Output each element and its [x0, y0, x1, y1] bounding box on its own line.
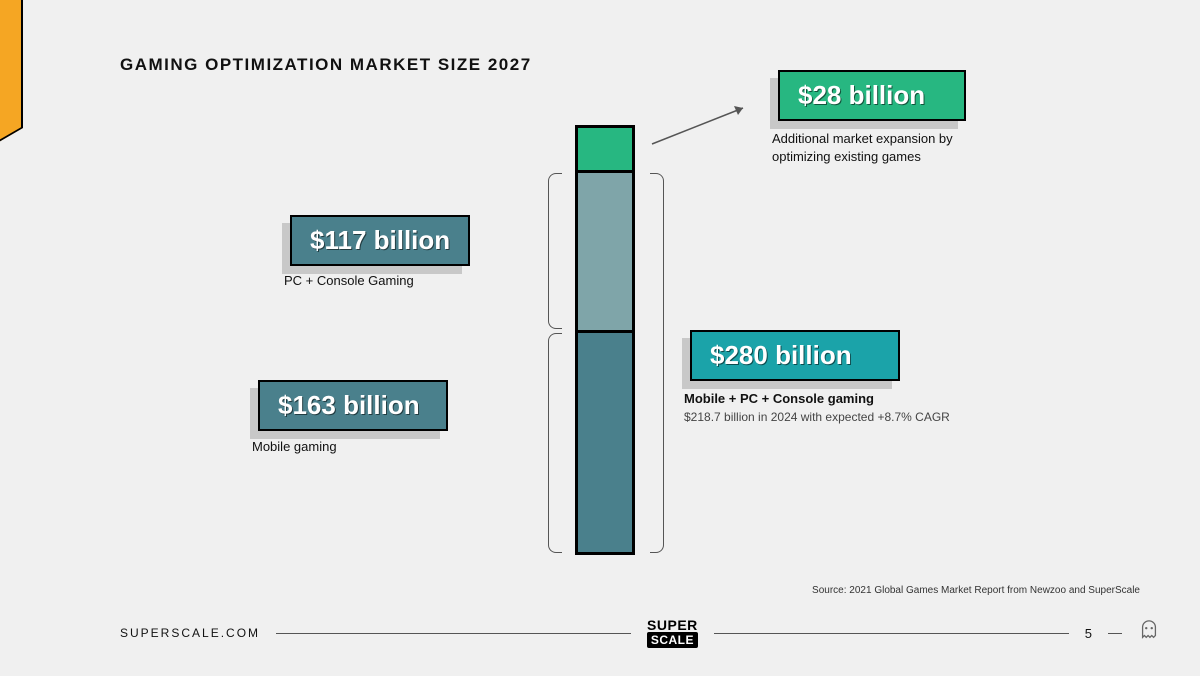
- decorative-3d-block: [0, 0, 23, 150]
- footer-divider-left: [276, 633, 631, 634]
- bar-segment-mobile: [578, 333, 632, 552]
- callout-caption-pc-console: PC + Console Gaming: [284, 272, 414, 290]
- bar-segment-expansion: [578, 128, 632, 173]
- brace-mobile: [548, 333, 562, 553]
- callout-expansion: $28 billion: [778, 70, 966, 121]
- callout-total: $280 billion: [690, 330, 900, 381]
- source-text: Source: 2021 Global Games Market Report …: [812, 585, 1140, 596]
- callout-value-mobile: $163 billion: [258, 380, 448, 431]
- callout-value-pc-console: $117 billion: [290, 215, 470, 266]
- arrow-expansion: [648, 100, 758, 150]
- footer-divider-right: [714, 633, 1069, 634]
- logo-top: SUPER: [647, 618, 698, 632]
- callout-mobile: $163 billion: [258, 380, 448, 431]
- footer-url: SUPERSCALE.COM: [120, 626, 260, 640]
- callout-caption-mobile: Mobile gaming: [252, 438, 337, 456]
- callout-caption-total-sub: $218.7 billion in 2024 with expected +8.…: [684, 410, 950, 424]
- callout-value-expansion: $28 billion: [778, 70, 966, 121]
- logo-bottom: SCALE: [647, 632, 698, 648]
- callout-pc-console: $117 billion: [290, 215, 470, 266]
- brace-total: [650, 173, 664, 553]
- ghost-icon: [1138, 619, 1160, 647]
- slide-title: GAMING OPTIMIZATION MARKET SIZE 2027: [120, 55, 532, 75]
- footer-tick: [1108, 633, 1122, 634]
- page-number: 5: [1085, 626, 1092, 641]
- callout-caption-total-label: Mobile + PC + Console gaming: [684, 391, 874, 406]
- bar-segment-pc-console: [578, 173, 632, 333]
- market-stacked-bar: [575, 125, 635, 555]
- superscale-logo: SUPER SCALE: [647, 618, 698, 648]
- callout-value-total: $280 billion: [690, 330, 900, 381]
- slide-footer: SUPERSCALE.COM SUPER SCALE 5: [120, 618, 1160, 648]
- callout-caption-expansion: Additional market expansion by optimizin…: [772, 130, 1002, 166]
- callout-caption-total: Mobile + PC + Console gaming $218.7 bill…: [684, 390, 954, 426]
- brace-pc-console: [548, 173, 562, 329]
